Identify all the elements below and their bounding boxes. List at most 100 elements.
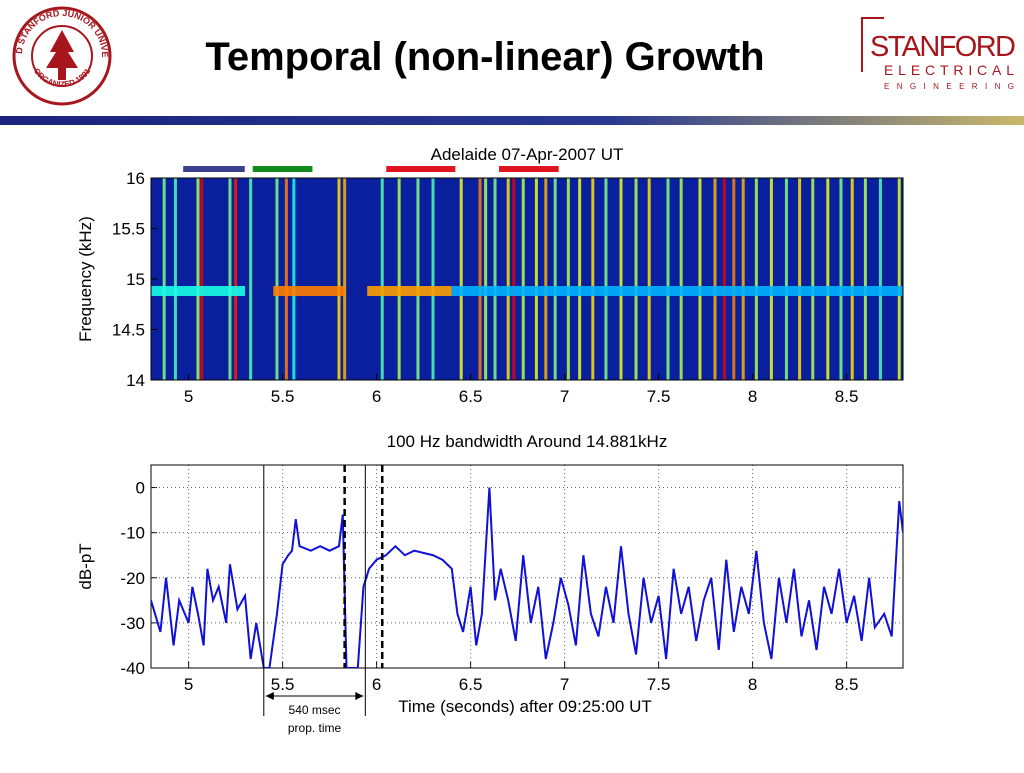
streak [292,178,296,380]
streak [578,178,582,380]
streak [275,178,279,380]
streak [431,178,435,380]
streak [459,178,463,380]
streak [604,178,608,380]
seal: LELAND STANFORD JUNIOR UNIVERSITY ORGANI… [0,0,112,106]
x-tick-label: 6.5 [459,387,483,406]
streak [722,178,726,380]
streak [553,178,557,380]
y-tick-label: 14 [126,371,145,390]
y-tick-label: 16 [126,169,145,188]
x-tick-label: 5 [184,387,193,406]
streak [713,178,717,380]
tone-segment [367,286,452,297]
tone-segment [273,286,345,297]
y-tick-label: 15.5 [112,220,145,239]
annotation-text: 540 msec [289,703,341,717]
streak [754,178,758,380]
streak [679,178,683,380]
y-axis-label: Frequency (kHz) [76,216,95,342]
logo: STANFORD ELECTRICAL ENGINEERING [861,17,1016,91]
x-tick-label: 5.5 [271,387,295,406]
tone-segment [151,286,245,297]
x-tick-label: 5.5 [271,675,295,694]
x-tick-label: 6 [372,675,381,694]
streak [416,178,420,380]
streak [284,178,288,380]
y-axis-label: dB-pT [76,543,95,589]
streak [634,178,638,380]
y-tick-label: 0 [136,479,145,498]
x-tick-label: 6 [372,387,381,406]
y-tick-label: -30 [120,614,145,633]
streak [863,178,867,380]
x-tick-label: 5 [184,675,193,694]
y-tick-label: -20 [120,569,145,588]
streak [784,178,788,380]
streak [249,178,253,380]
tone-segment [451,286,903,297]
streak [566,178,570,380]
x-axis-label: Time (seconds) after 09:25:00 UT [398,697,652,716]
streak [506,178,510,380]
header-band [0,116,1024,125]
plot-frame [150,464,904,669]
streak [162,178,166,380]
streak [196,178,200,380]
spectrogram-background [151,178,903,380]
plot-frame [150,177,904,381]
streak [839,178,843,380]
streak [591,178,595,380]
y-tick-label: -10 [120,524,145,543]
streak [234,178,238,380]
streak [512,178,516,380]
streak [826,178,830,380]
spectrogram [151,178,903,380]
period-marker [252,166,313,172]
streak [647,178,651,380]
chart-title: 100 Hz bandwidth Around 14.881kHz [387,432,668,451]
logo-text: STANFORD [870,31,1016,63]
period-marker [386,166,456,172]
streak [878,178,882,380]
x-tick-label: 7 [560,675,569,694]
period-marker [499,166,559,172]
x-tick-label: 8 [748,675,757,694]
x-tick-label: 7 [560,387,569,406]
slide-title: Temporal (non-linear) Growth [205,35,764,79]
streak [478,178,482,380]
streak [484,178,488,380]
x-tick-label: 7.5 [647,387,671,406]
y-tick-label: 15 [126,270,145,289]
streak [397,178,401,380]
x-tick-label: 8.5 [835,387,859,406]
x-tick-label: 6.5 [459,675,483,694]
logo-text: ENGINEERING [884,82,1014,91]
annotation-text: prop. time [288,721,342,735]
y-tick-label: 14.5 [112,321,145,340]
data-line [151,487,903,668]
logo-text: ELECTRICAL [884,62,1014,78]
streak [666,178,670,380]
chart-title: Adelaide 07-Apr-2007 UT [431,145,624,164]
streak [798,178,802,380]
streak [521,178,525,380]
streak [850,178,854,380]
x-tick-label: 8.5 [835,675,859,694]
streak [769,178,773,380]
x-tick-label: 8 [748,387,757,406]
streak [732,178,736,380]
period-marker [183,166,245,172]
streak [619,178,623,380]
streak [897,178,901,380]
streak [741,178,745,380]
streak [343,178,347,380]
streak [173,178,177,380]
plot-area [151,487,903,668]
streak [200,178,204,380]
y-tick-label: -40 [120,659,145,678]
streak [698,178,702,380]
streak [493,178,497,380]
streak [228,178,232,380]
